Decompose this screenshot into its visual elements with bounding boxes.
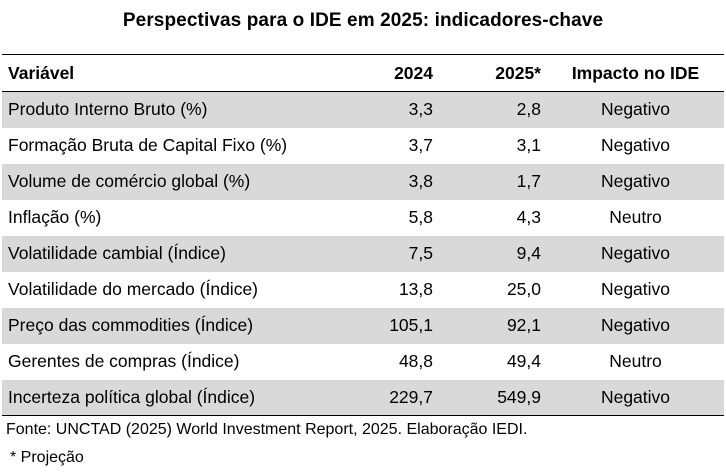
cell-impact: Neutro — [609, 207, 662, 227]
table-row: Incerteza política global (Índice) 229,7… — [2, 379, 724, 416]
projection-footnote: * Projeção — [10, 449, 84, 466]
header-variable: Variável — [2, 54, 355, 92]
header-impact: Impacto no IDE — [547, 54, 724, 92]
cell-2025: 49,4 — [506, 351, 541, 371]
cell-2024: 3,3 — [355, 91, 439, 128]
table-row: Volatilidade do mercado (Índice) 13,8 25… — [2, 272, 724, 308]
cell-2024: 5,8 — [408, 207, 433, 227]
cell-2024: 3,8 — [355, 163, 439, 200]
cell-2024: 229,7 — [355, 379, 439, 416]
cell-2025: 1,7 — [439, 163, 547, 200]
cell-variable: Volatilidade do mercado (Índice) — [8, 279, 259, 299]
cell-variable: Gerentes de compras (Índice) — [8, 351, 240, 371]
cell-2025: 549,9 — [439, 379, 547, 416]
table-row: Volume de comércio global (%) 3,8 1,7 Ne… — [2, 163, 724, 200]
cell-impact: Negativo — [547, 235, 724, 272]
cell-variable: Preço das commodities (Índice) — [2, 307, 355, 344]
cell-2025: 25,0 — [506, 279, 541, 299]
cell-impact: Negativo — [547, 307, 724, 344]
cell-2025: 9,4 — [439, 235, 547, 272]
table-title: Perspectivas para o IDE em 2025: indicad… — [122, 10, 604, 31]
cell-impact: Negativo — [547, 379, 724, 416]
table-row: Volatilidade cambial (Índice) 7,5 9,4 Ne… — [2, 235, 724, 272]
cell-2024: 7,5 — [355, 235, 439, 272]
cell-variable: Volatilidade cambial (Índice) — [2, 235, 355, 272]
indicators-table: Variável 2024 2025* Impacto no IDE Produ… — [2, 54, 724, 416]
cell-variable: Incerteza política global (Índice) — [2, 379, 355, 416]
table-row: Inflação (%) 5,8 4,3 Neutro — [2, 200, 724, 236]
cell-impact: Negativo — [547, 163, 724, 200]
cell-variable: Volume de comércio global (%) — [2, 163, 355, 200]
cell-impact: Negativo — [600, 279, 671, 299]
cell-2025: 4,3 — [516, 207, 541, 227]
header-row: Variável 2024 2025* Impacto no IDE — [2, 54, 724, 92]
table-row: Gerentes de compras (Índice) 48,8 49,4 N… — [2, 344, 724, 380]
cell-variable: Inflação (%) — [8, 207, 102, 227]
table-row: Formação Bruta de Capital Fixo (%) 3,7 3… — [2, 128, 724, 164]
cell-impact: Negativo — [600, 135, 671, 155]
cell-variable: Produto Interno Bruto (%) — [2, 91, 355, 128]
table-row: Produto Interno Bruto (%) 3,3 2,8 Negati… — [2, 91, 724, 128]
cell-2024: 13,8 — [398, 279, 433, 299]
cell-impact: Negativo — [547, 91, 724, 128]
cell-2024: 3,7 — [408, 135, 433, 155]
cell-2025: 2,8 — [439, 91, 547, 128]
cell-2025: 92,1 — [439, 307, 547, 344]
cell-2024: 105,1 — [355, 307, 439, 344]
cell-impact: Neutro — [609, 351, 662, 371]
cell-2025: 3,1 — [516, 135, 541, 155]
header-2025: 2025* — [439, 54, 547, 92]
header-2024: 2024 — [355, 54, 439, 92]
source-note: Fonte: UNCTAD (2025) World Investment Re… — [6, 421, 528, 438]
table-row: Preço das commodities (Índice) 105,1 92,… — [2, 307, 724, 344]
cell-2024: 48,8 — [398, 351, 433, 371]
cell-variable: Formação Bruta de Capital Fixo (%) — [8, 135, 288, 155]
